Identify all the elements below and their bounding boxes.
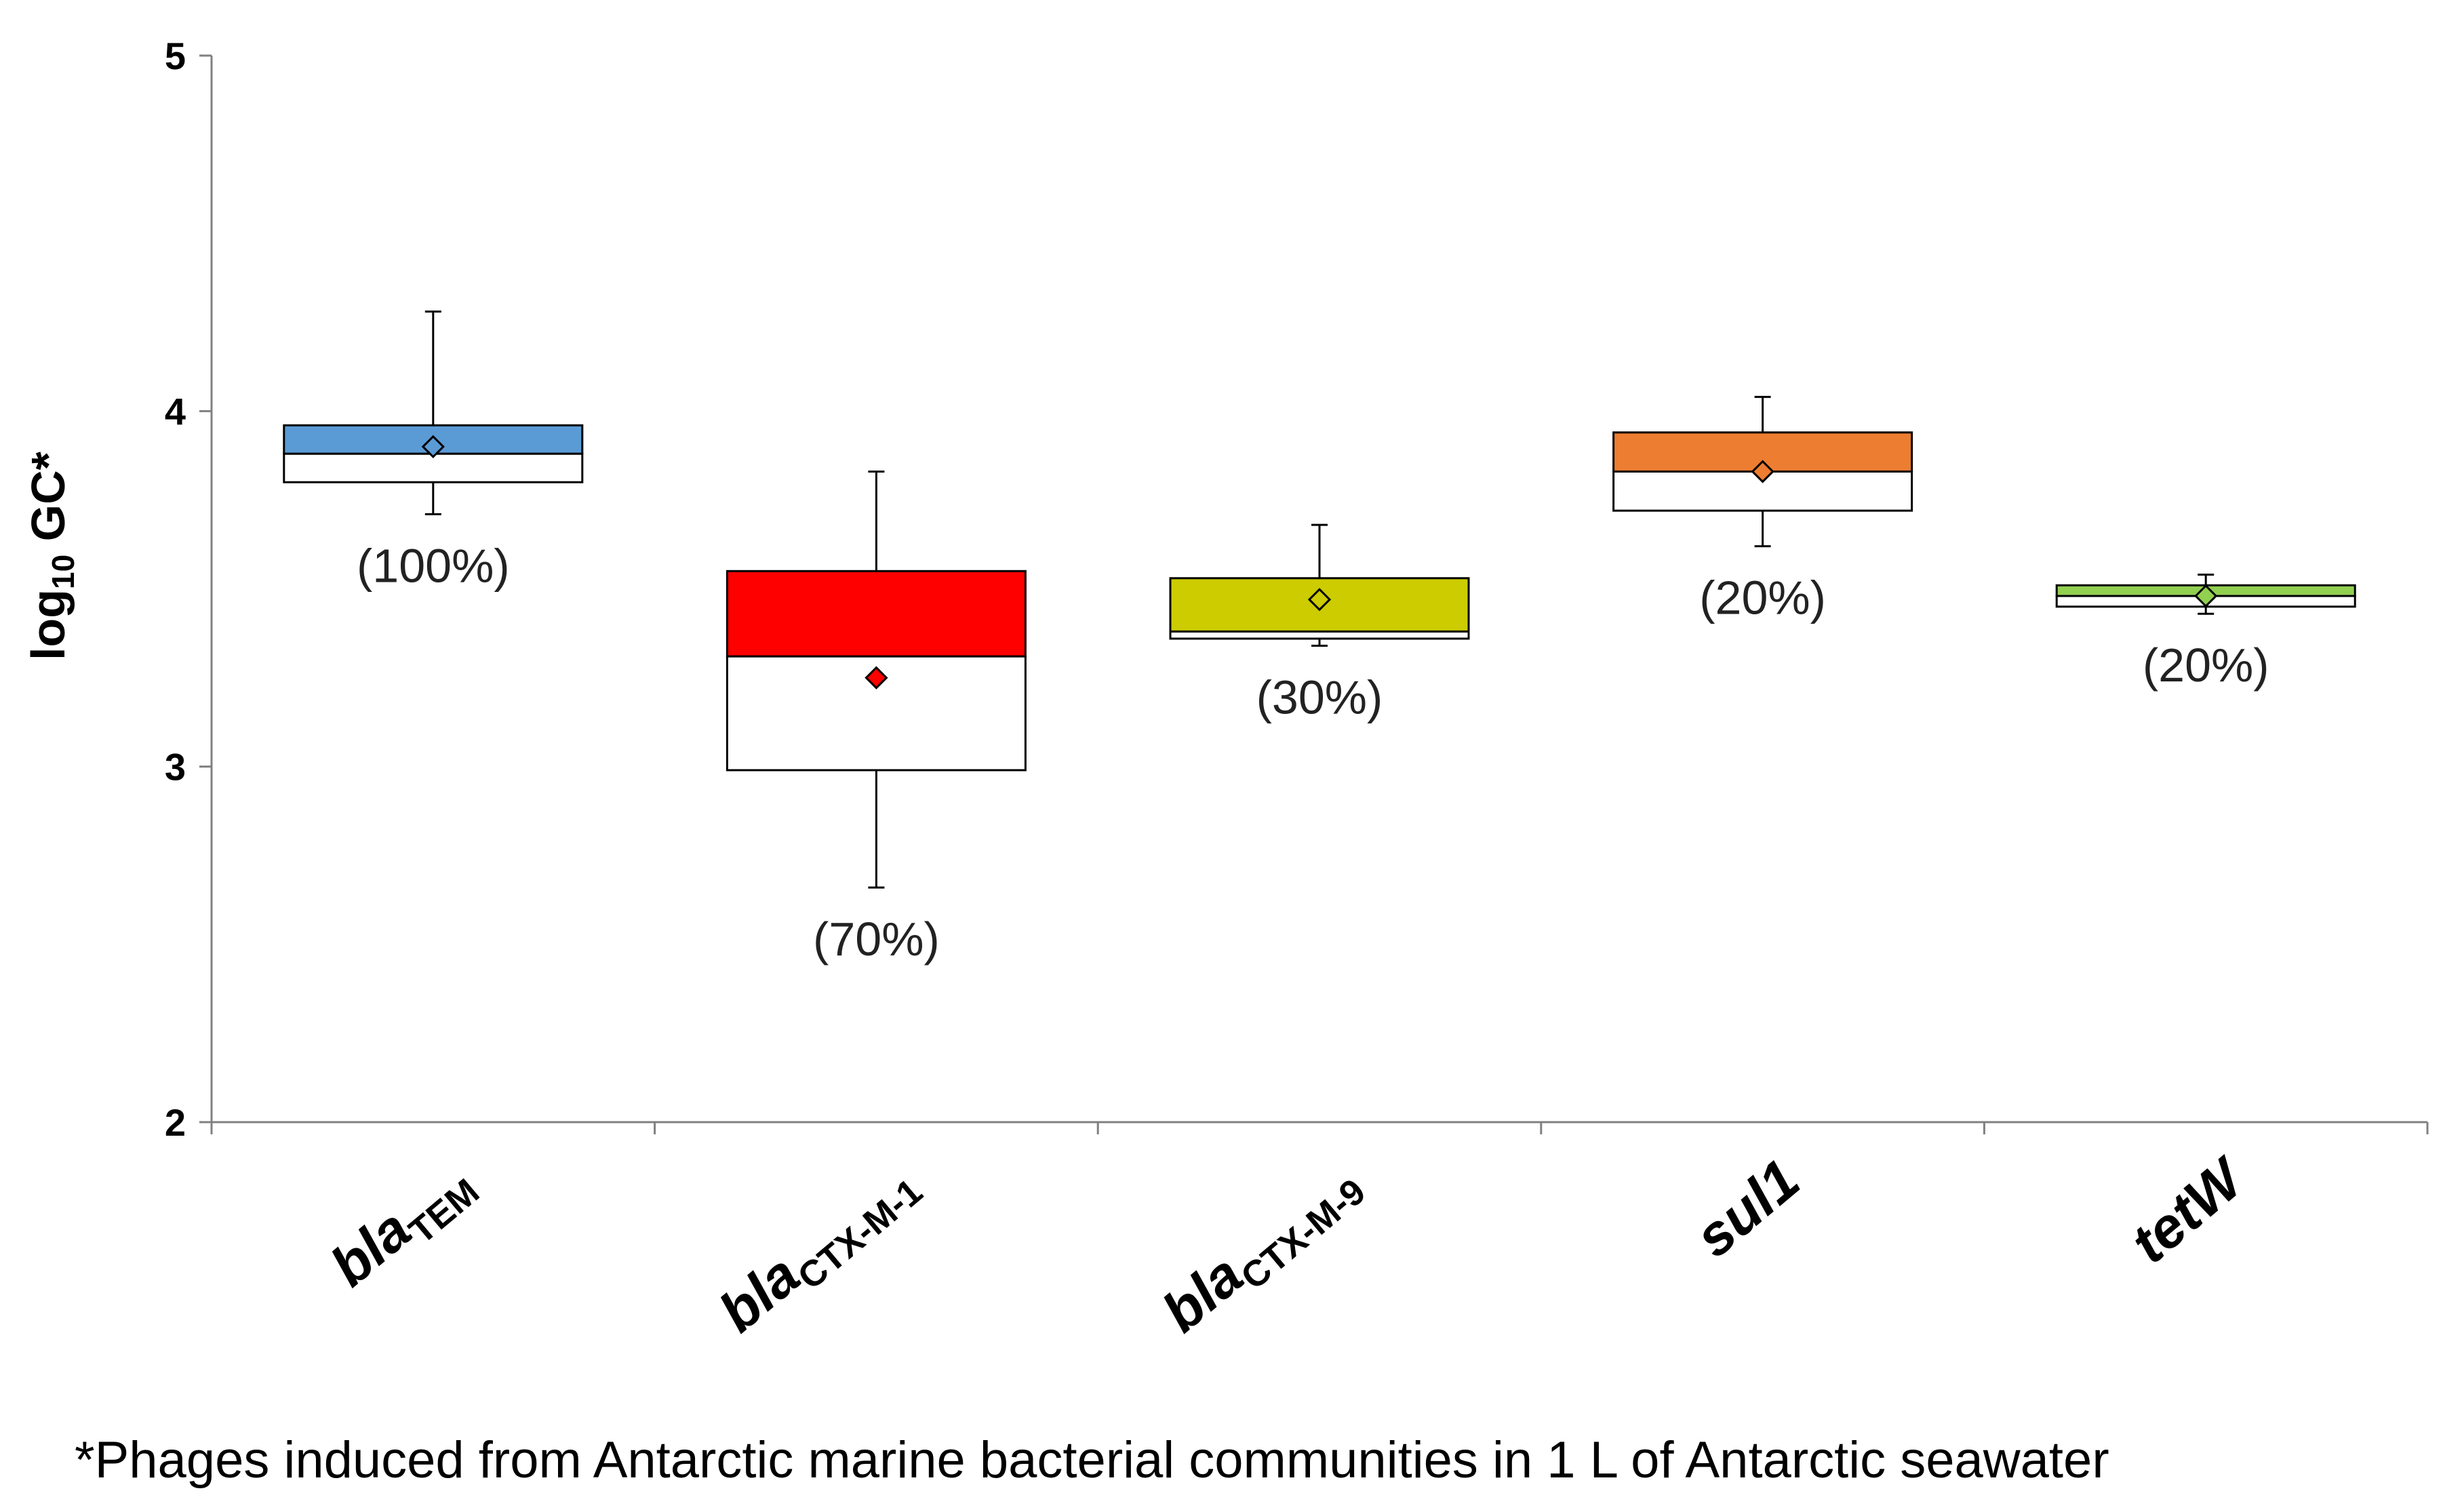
mean-marker <box>1751 460 1774 483</box>
category-label-subscript: CTX-M-9 <box>1233 1171 1373 1298</box>
box-blaCTX-M-9: (30%) <box>1169 523 1470 723</box>
percent-label: (20%) <box>2143 639 2269 692</box>
box-blaTEM: (100%) <box>283 311 584 592</box>
y-axis: 2 3 4 5 <box>165 35 213 1144</box>
y-tick-label: 3 <box>165 746 186 789</box>
y-axis-title-subscript: 10 <box>45 555 81 589</box>
y-tick-label: 5 <box>165 35 186 77</box>
mean-marker <box>865 666 888 690</box>
category-label-base: bla <box>319 1197 422 1298</box>
mean-marker <box>1307 588 1332 612</box>
box-blaCTX-M-1: (70%) <box>726 470 1027 966</box>
mean-marker <box>2194 584 2218 608</box>
x-axis <box>210 1121 2429 1134</box>
upper-quartile-box <box>726 570 1027 658</box>
category-label-base: sul1 <box>1683 1147 1811 1269</box>
y-tick-label: 4 <box>165 390 186 433</box>
category-label-base: bla <box>707 1243 811 1345</box>
box-tetW: (20%) <box>2055 574 2356 692</box>
mean-marker <box>421 435 445 458</box>
category-label-base: bla <box>1150 1243 1254 1345</box>
footnote: *Phages induced from Antarctic marine ba… <box>75 1431 2109 1489</box>
svg-text:log10 GC*: log10 GC* <box>22 451 81 660</box>
y-axis-title-main: log <box>22 589 75 660</box>
lower-quartile-box <box>1169 630 1470 640</box>
y-axis-title: log10 GC* <box>22 451 81 660</box>
category-label: tetW <box>2119 1144 2258 1275</box>
category-label-base: tetW <box>2119 1144 2258 1275</box>
category-label: blaCTX-M-9 <box>1150 1147 1373 1351</box>
boxes: (100%) (70%) (30%) (20%) (20%) <box>283 311 2356 966</box>
category-label: blaTEM <box>319 1147 487 1305</box>
box-sul1: (20%) <box>1612 395 1913 624</box>
y-axis-title-tail: GC* <box>22 451 75 554</box>
y-tick-label: 2 <box>165 1101 186 1144</box>
percent-label: (70%) <box>813 913 940 966</box>
percent-label: (100%) <box>357 539 510 592</box>
category-label: sul1 <box>1683 1147 1811 1269</box>
percent-label: (20%) <box>1699 572 1826 624</box>
category-label-subscript: CTX-M-1 <box>790 1171 930 1298</box>
category-label: blaCTX-M-1 <box>707 1147 930 1351</box>
percent-label: (30%) <box>1256 671 1383 723</box>
